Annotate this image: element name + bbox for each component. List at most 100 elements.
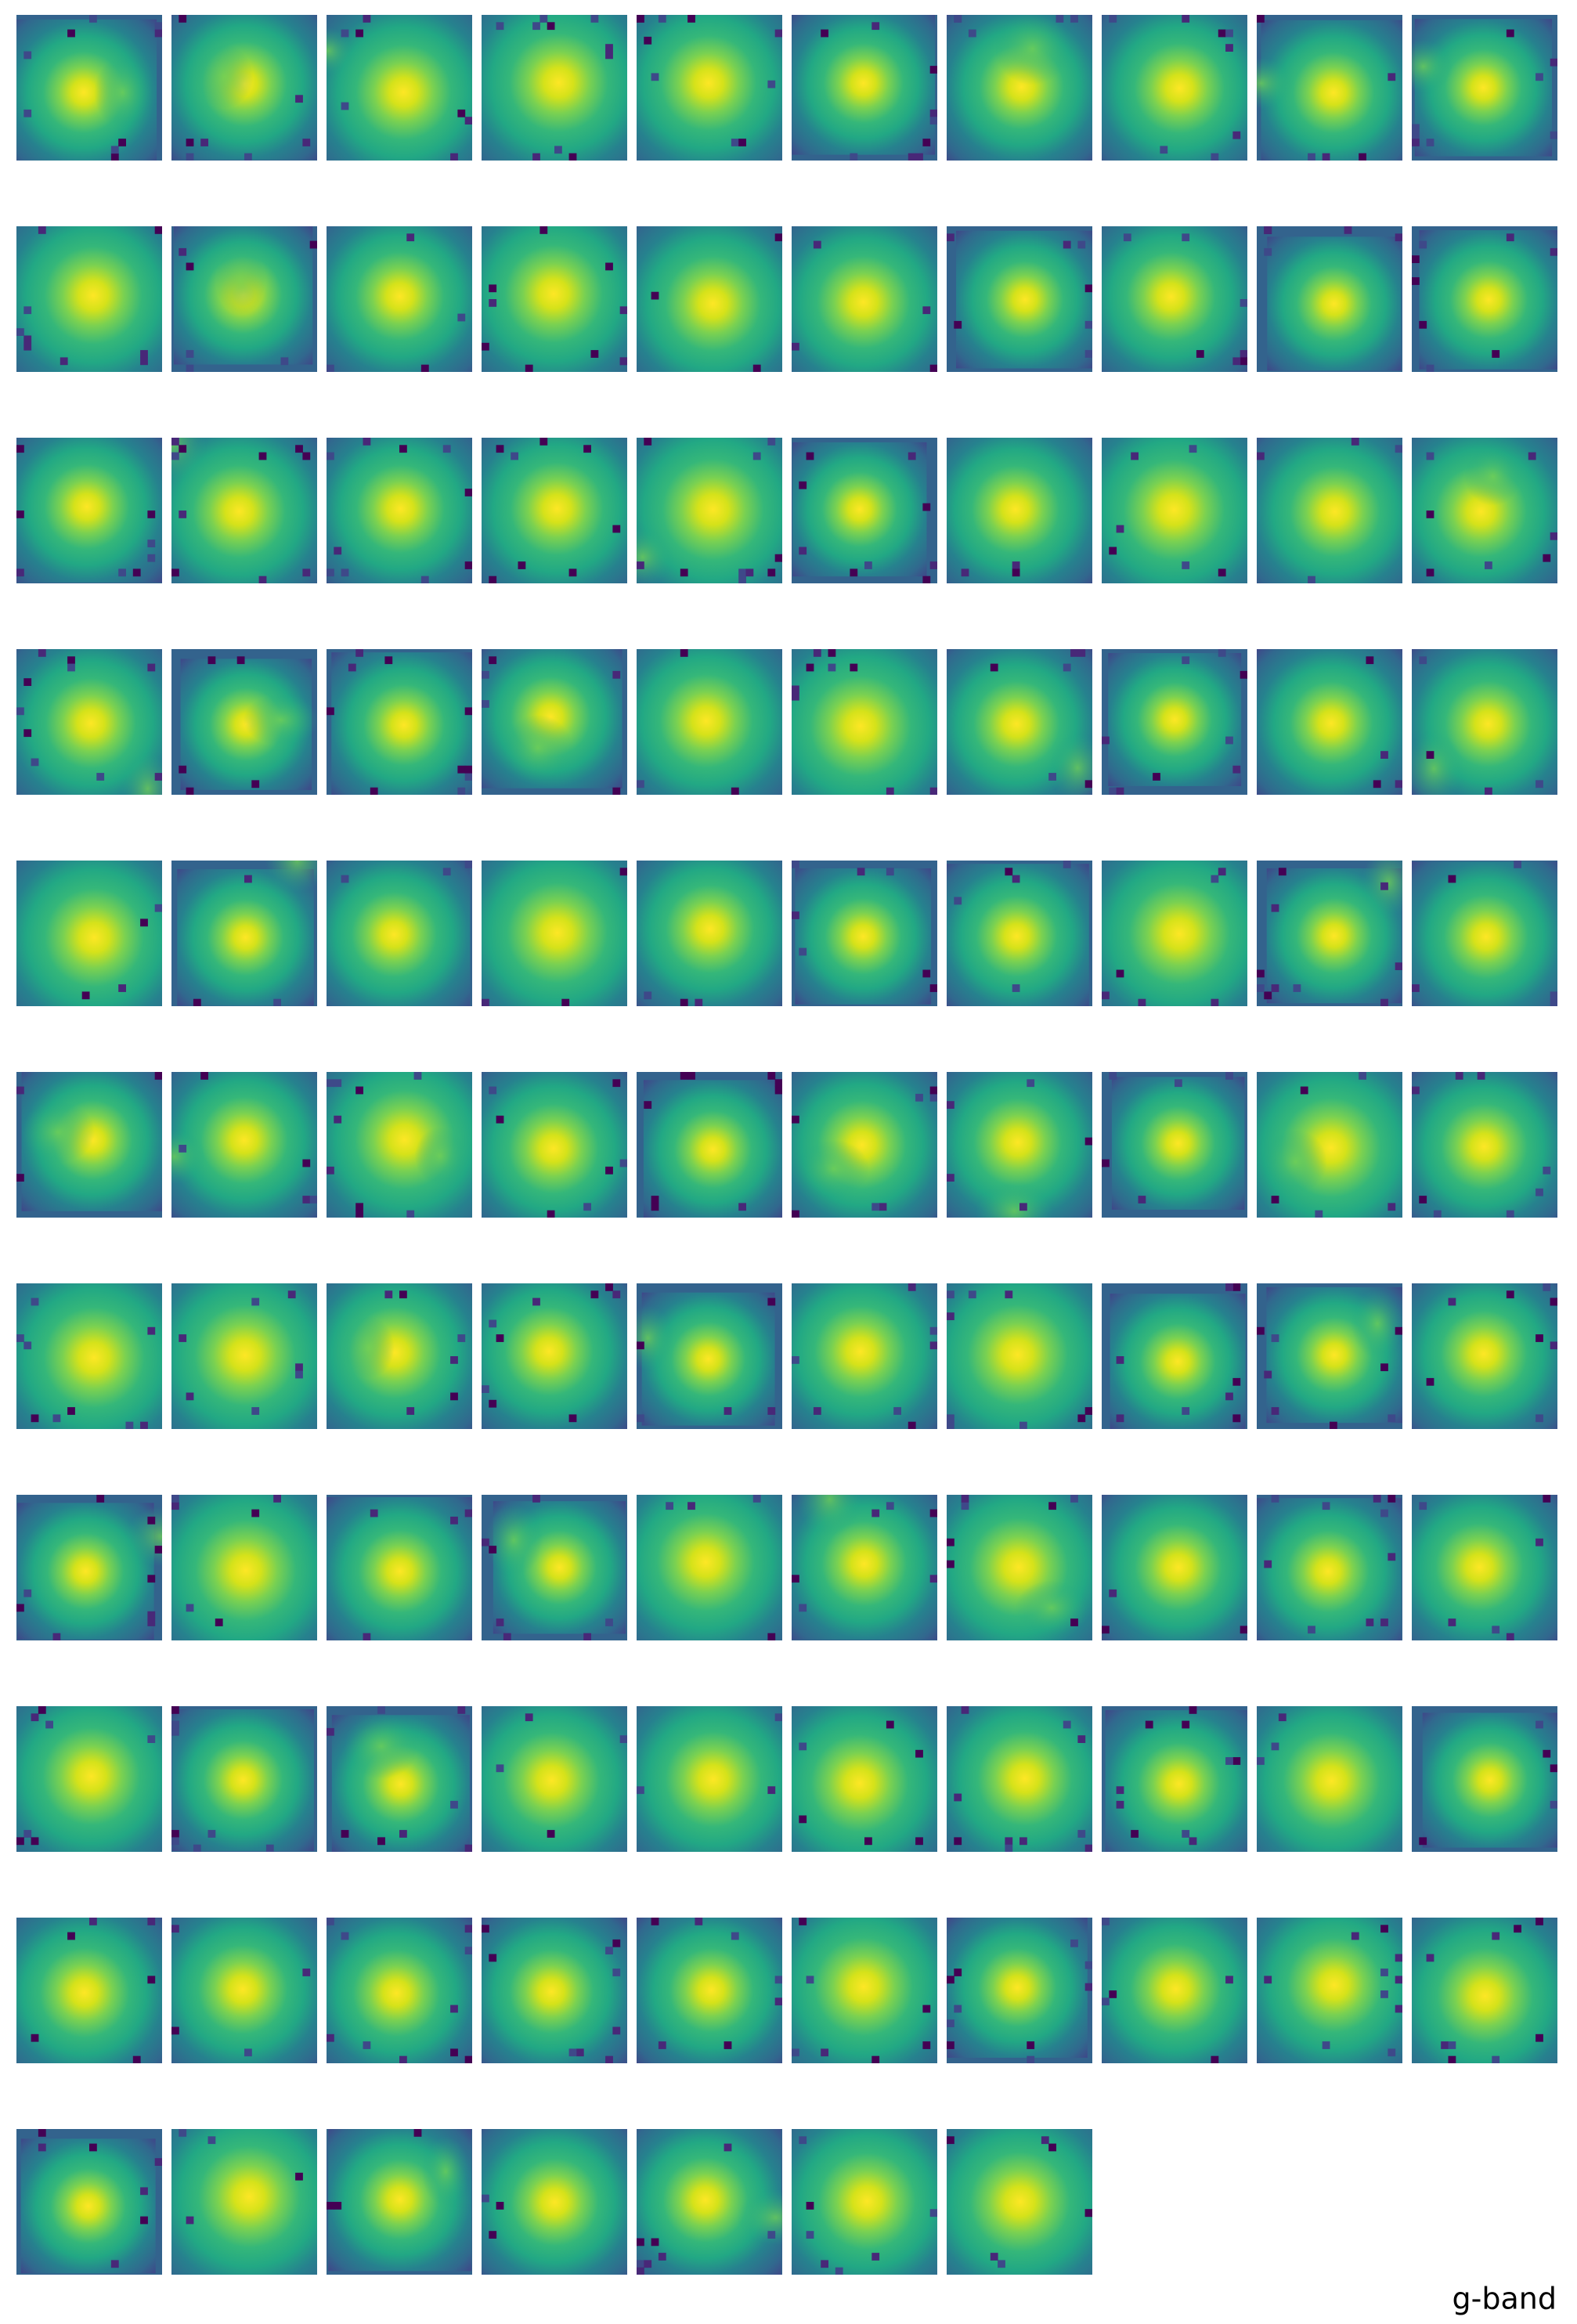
noise-pixel [89,15,97,23]
noise-pixel [118,568,126,577]
noise-pixel [287,1290,296,1299]
cutout-content [1412,15,1557,161]
noise-pixel [171,1830,179,1838]
noise-pixel [1138,1196,1146,1204]
noise-pixel [1550,1297,1557,1306]
noise-pixel [464,1509,472,1517]
noise-pixel [1084,284,1092,293]
noise-pixel [171,1495,179,1503]
noise-pixel [1506,1633,1514,1640]
source-blob [637,861,782,1006]
noise-pixel [1388,1203,1396,1211]
noise-pixel [67,1407,75,1415]
noise-pixel [968,29,976,38]
cutout-content [637,861,782,1006]
cutout-content [1412,1706,1557,1852]
cutout [947,1495,1092,1640]
noise-pixel [1426,1954,1434,1962]
noise-pixel [947,1538,955,1546]
noise-pixel [186,364,194,372]
noise-pixel [724,2041,732,2049]
noise-pixel [496,1764,504,1773]
noise-pixel [922,2041,931,2049]
noise-pixel [251,780,260,788]
neighbor [994,15,1070,85]
noise-pixel [23,342,32,351]
noise-pixel [363,15,371,23]
cutout-content [637,15,782,161]
noise-pixel [489,1086,497,1095]
noise-pixel [1232,765,1241,774]
noise-pixel [302,452,311,460]
noise-pixel [1077,1414,1086,1423]
cutout-content [16,226,162,372]
source-blob [792,1072,937,1218]
noise-pixel [327,1166,334,1175]
cutout-content [16,1072,162,1218]
noise-pixel [947,1101,955,1109]
noise-pixel [872,2253,880,2261]
cutout [1257,1495,1402,1640]
noise-pixel [171,1925,179,1933]
cutout [482,1918,627,2063]
noise-pixel [179,15,187,23]
noise-pixel [1514,861,1521,868]
noise-pixel [1412,131,1420,139]
cutout [947,1072,1092,1218]
noise-pixel [767,1297,776,1306]
cutout-content [1257,649,1402,795]
noise-pixel [929,1575,937,1583]
cutout-content [792,1072,937,1218]
noise-pixel [961,1502,969,1510]
noise-pixel [947,1290,955,1299]
noise-pixel [767,1407,776,1415]
neighbor [171,1129,206,1184]
noise-pixel [140,1421,148,1429]
noise-pixel [1395,962,1402,970]
source-blob [956,230,1092,369]
noise-pixel [532,153,540,161]
noise-pixel [605,44,613,52]
noise-pixel [355,29,363,38]
cutout [947,1918,1092,2063]
noise-pixel [619,357,627,366]
source-blob [171,2129,317,2275]
cutout [637,226,782,372]
cutout [482,15,627,161]
noise-pixel [547,1210,555,1218]
source-blob [1257,1706,1402,1852]
noise-pixel [850,663,858,672]
noise-pixel [1264,991,1272,1000]
noise-pixel [1278,1713,1286,1722]
cutout [482,861,627,1006]
noise-pixel [1506,1290,1514,1299]
cutout-content [1257,1283,1402,1429]
cutout [637,2129,782,2275]
noise-pixel [1116,525,1124,533]
source-blob [327,1918,472,2063]
noise-pixel [341,1932,349,1940]
noise-pixel [1232,1757,1241,1765]
noise-pixel [947,1414,955,1423]
noise-pixel [792,342,799,351]
noise-pixel [767,2231,776,2239]
neighbor [196,45,254,109]
cutout [792,1918,937,2063]
source-blob [637,1706,782,1852]
noise-pixel [23,306,32,315]
noise-pixel [637,15,644,23]
noise-pixel [1492,350,1500,358]
noise-pixel [731,139,739,146]
cutout-content [1102,15,1247,161]
noise-pixel [140,2216,148,2225]
noise-pixel [327,364,334,372]
noise-pixel [1218,29,1226,38]
noise-pixel [745,568,754,577]
noise-pixel [990,663,998,672]
source-blob [171,1709,314,1851]
cutout-content [482,1283,627,1429]
cutout [482,649,627,795]
source-blob [1419,229,1557,370]
noise-pixel [450,1800,458,1809]
source-blob [327,1283,472,1429]
